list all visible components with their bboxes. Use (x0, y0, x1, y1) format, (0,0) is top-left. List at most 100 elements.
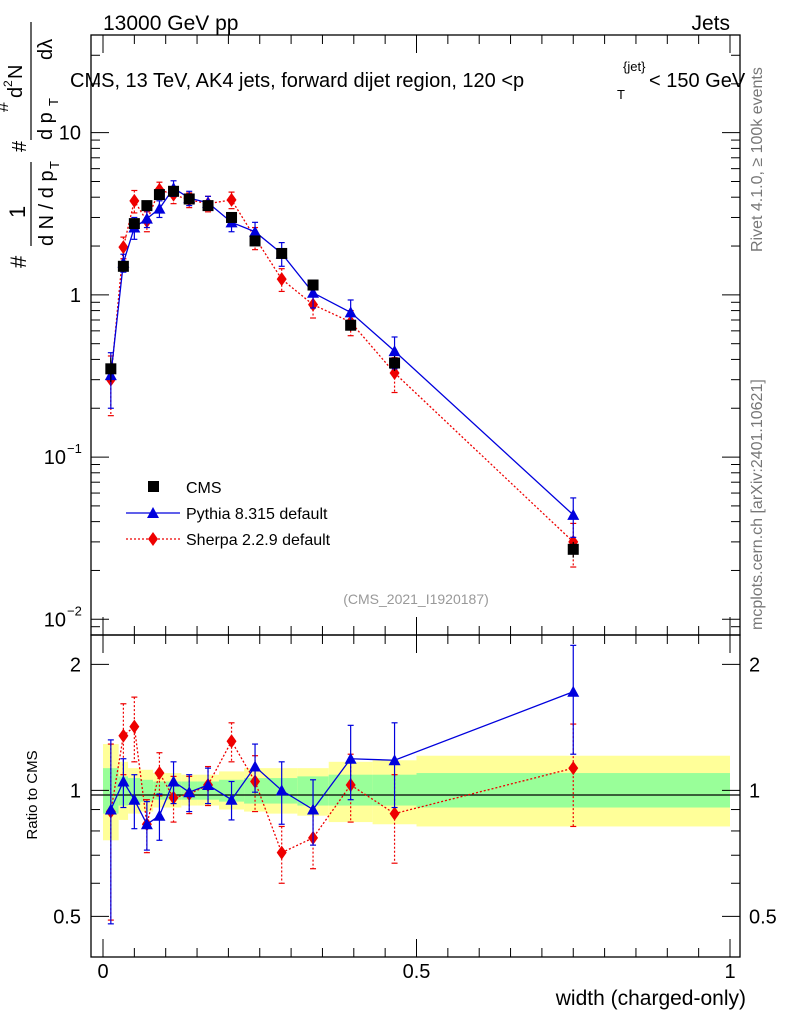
main-cms-point (249, 235, 261, 247)
y-ratio-tick-label-right: 2 (749, 654, 760, 676)
ylabel-frac-den: d p (35, 112, 57, 140)
ratio-pythia-point (183, 786, 196, 798)
ratio-sherpa-point (389, 806, 400, 821)
ratio-pythia-point (249, 760, 262, 772)
side-label-rivet: Rivet 4.1.0, ≥ 100k events (749, 67, 766, 252)
main-cms-point (117, 260, 129, 272)
ratio-pythia-point (275, 784, 288, 796)
main-cms-point (226, 211, 238, 223)
legend-entry-pythia: Pythia 8.315 default (126, 506, 328, 523)
ratio-band-inner (416, 773, 730, 808)
main-pythia-point (249, 225, 262, 237)
ylabel-denominator: d N / d p (36, 170, 58, 246)
main-sherpa-line (110, 188, 574, 543)
main-cms-point (128, 218, 140, 230)
x-axis-label: width (charged-only) (555, 987, 746, 1010)
main-pythia-point (140, 212, 153, 224)
main-sherpa-point (226, 192, 237, 207)
main-sherpa-point (129, 193, 140, 208)
title-subscript: T (617, 87, 625, 102)
legend-marker-cms (148, 481, 159, 492)
ylabel-frac-num-rest: N (5, 65, 27, 79)
main-cms-point (567, 543, 579, 555)
y-axis-label-ratio: Ratio to CMS (24, 750, 41, 839)
y-ratio-tick-label-right: 1 (749, 780, 760, 802)
ratio-sherpa-point (226, 734, 237, 749)
main-cms-point (276, 247, 288, 259)
main-pythia-point (344, 306, 357, 318)
y-main-tick-label: 10 (59, 123, 81, 145)
legend-marker-pythia (147, 507, 159, 518)
y-ratio-tick-label: 1 (70, 780, 81, 802)
ylabel-frac-sup: 2 (1, 80, 15, 87)
main-cms-point (345, 319, 357, 331)
ylabel-frac-den-rest: dλ (35, 39, 57, 60)
main-cms-point (168, 185, 180, 197)
legend-label-pythia: Pythia 8.315 default (186, 506, 328, 523)
legend-entry-cms: CMS (148, 480, 222, 497)
ratio-pythia-point (128, 793, 141, 805)
header-energy-label: 13000 GeV pp (103, 12, 238, 35)
ratio-pythia-point (225, 793, 238, 805)
ylabel-frac-den-sub: T (46, 98, 61, 106)
title-end: < 150 GeV (649, 70, 746, 92)
analysis-id: (CMS_2021_I1920187) (343, 591, 489, 607)
ratio-pythia-point (153, 809, 166, 821)
main-pythia-point (307, 286, 320, 298)
main-cms-point (153, 189, 165, 201)
ratio-band-inner (140, 779, 154, 802)
y-main-tick-exponent: −1 (67, 441, 82, 456)
ratio-pythia-point (344, 752, 357, 764)
main-pythia-point (567, 508, 580, 520)
y-main-tick-exponent: −2 (67, 603, 82, 618)
main-sherpa-point (118, 240, 129, 255)
main-pythia-line (110, 187, 574, 516)
main-cms-point (307, 279, 319, 291)
ratio-sherpa-point (154, 766, 165, 781)
ratio-sherpa-point (129, 719, 140, 734)
ratio-sherpa-line (110, 725, 574, 854)
legend-entry-sherpa: Sherpa 2.2.9 default (126, 532, 331, 549)
ratio-pythia-point (117, 775, 130, 787)
y-main-tick-label: 1 (70, 285, 81, 307)
y-ratio-tick-label: 2 (70, 654, 81, 676)
x-tick-label: 1 (724, 961, 735, 983)
ylabel-one: 1 (5, 206, 30, 218)
ratio-sherpa-point (276, 845, 287, 860)
main-cms-point (141, 200, 153, 212)
ylabel-denominator-sub: T (47, 161, 62, 169)
y-ratio-tick-label: 0.5 (53, 906, 81, 928)
ratio-pythia-point (567, 685, 580, 697)
ylabel-hash-2: # (9, 140, 31, 152)
ylabel-hash-1: # (6, 255, 31, 268)
main-cms-point (183, 193, 195, 205)
ratio-sherpa-point (118, 728, 129, 743)
main-sherpa-point (389, 365, 400, 380)
side-label-mcplots: mcplots.cern.ch [arXiv:2401.10621] (749, 379, 766, 630)
ratio-plot-frame (90, 634, 741, 958)
ratio-pythia-point (140, 818, 153, 830)
ratio-pythia-point (104, 803, 117, 815)
x-tick-label: 0 (97, 961, 108, 983)
main-sherpa-point (276, 272, 287, 287)
main-pythia-point (153, 202, 166, 214)
ratio-pythia-point (167, 775, 180, 787)
main-cms-point (389, 357, 401, 369)
ratio-pythia-point (388, 754, 401, 766)
header-jets-label: Jets (691, 12, 730, 35)
y-main-tick-label: 10 (44, 609, 66, 631)
ratio-pythia-point (202, 778, 215, 790)
title-main: CMS, 13 TeV, AK4 jets, forward dijet reg… (70, 70, 524, 92)
y-ratio-tick-label-right: 0.5 (749, 906, 777, 928)
legend-marker-sherpa (148, 532, 158, 546)
y-main-tick-label: 10 (44, 447, 66, 469)
legend-label-cms: CMS (186, 480, 222, 497)
x-tick-label: 0.5 (403, 961, 431, 983)
ylabel-frac-num: d (5, 87, 27, 98)
plot-title: CMS, 13 TeV, AK4 jets, forward dijet reg… (70, 59, 746, 102)
ratio-pythia-point (307, 803, 320, 815)
main-cms-point (202, 200, 214, 212)
legend-label-sherpa: Sherpa 2.2.9 default (186, 532, 331, 549)
main-cms-point (105, 363, 117, 375)
